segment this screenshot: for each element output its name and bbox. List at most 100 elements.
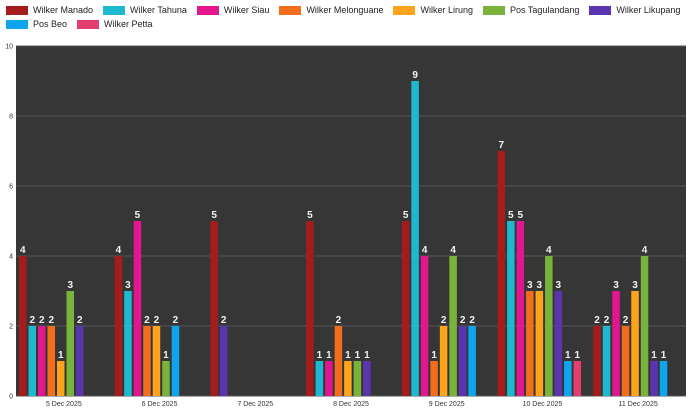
data-label: 1 — [575, 350, 581, 361]
bar-wilker-tahuna — [28, 326, 36, 396]
data-label: 4 — [116, 245, 122, 256]
data-label: 5 — [508, 210, 514, 221]
x-tick-label: 6 Dec 2025 — [142, 401, 178, 408]
bar-wilker-tahuna — [411, 81, 419, 396]
x-tick-label: 11 Dec 2025 — [619, 401, 658, 408]
legend-swatch — [482, 5, 505, 15]
data-label: 2 — [441, 315, 447, 326]
data-label: 5 — [135, 210, 141, 221]
legend-label: Wilker Petta — [104, 19, 153, 29]
bar-wilker-likupang — [363, 361, 371, 396]
x-tick-label: 9 Dec 2025 — [429, 401, 465, 408]
bar-wilker-melonguane — [430, 361, 438, 396]
bar-pos-beo — [468, 326, 476, 396]
bar-wilker-manado — [401, 221, 410, 396]
legend-item-wilker-lirung[interactable]: Wilker Lirung — [393, 4, 473, 16]
data-label: 1 — [326, 350, 332, 361]
bar-wilker-tahuna — [507, 221, 515, 396]
bar-wilker-lirung — [344, 361, 352, 396]
legend-label: Wilker Lirung — [420, 5, 473, 15]
legend: Wilker Manado Wilker Tahuna Wilker Siau Wil… — [6, 4, 686, 30]
bar-pos-tagulandang — [449, 256, 457, 396]
legend-item-pos-beo[interactable]: Pos Beo — [6, 18, 67, 30]
bar-wilker-siau — [38, 326, 46, 396]
y-tick-label: 6 — [9, 184, 13, 191]
x-tick-label: 8 Dec 2025 — [333, 401, 369, 408]
data-label: 5 — [307, 210, 313, 221]
legend-item-wilker-manado[interactable]: Wilker Manado — [6, 4, 93, 16]
y-tick-label: 4 — [9, 254, 13, 261]
bar-wilker-siau — [612, 291, 620, 396]
data-label: 5 — [211, 210, 217, 221]
data-label: 1 — [58, 350, 64, 361]
data-label: 9 — [412, 70, 418, 81]
data-label: 2 — [48, 315, 54, 326]
legend-label: Pos Beo — [33, 19, 68, 29]
legend-swatch — [393, 5, 416, 15]
data-label: 1 — [661, 350, 667, 361]
data-label: 3 — [632, 280, 638, 291]
data-label: 2 — [173, 315, 179, 326]
bar-pos-tagulandang — [640, 256, 649, 396]
y-tick-label: 0 — [9, 394, 13, 401]
legend-swatch — [6, 5, 28, 15]
bar-wilker-tahuna — [124, 291, 132, 396]
legend-item-wilker-petta[interactable]: Wilker Petta — [77, 18, 153, 30]
bar-wilker-melonguane — [143, 326, 151, 396]
legend-label: Pos Tagulandang — [509, 5, 580, 15]
bar-wilker-lirung — [152, 326, 161, 396]
bar-pos-tagulandang — [66, 291, 74, 396]
data-label: 2 — [604, 315, 610, 326]
bar-wilker-melonguane — [526, 291, 534, 396]
bar-wilker-lirung — [57, 361, 65, 396]
data-label: 4 — [20, 245, 26, 256]
x-tick-label: 10 Dec 2025 — [523, 401, 563, 408]
legend-item-wilker-siau[interactable]: Wilker Siau — [196, 4, 270, 16]
bar-wilker-melonguane — [47, 326, 55, 396]
data-label: 2 — [221, 315, 227, 326]
bar-wilker-likupang — [76, 326, 84, 396]
data-label: 1 — [163, 350, 169, 361]
legend-label: Wilker Likupang — [616, 5, 681, 15]
legend-label: Wilker Siau — [223, 5, 270, 15]
data-label: 3 — [556, 280, 562, 291]
bar-pos-beo — [564, 361, 572, 396]
data-label: 2 — [154, 315, 160, 326]
legend-label: Wilker Tahuna — [130, 5, 187, 15]
bar-wilker-lirung — [535, 291, 544, 396]
data-label: 4 — [546, 245, 552, 256]
data-label: 2 — [469, 315, 475, 326]
legend-label: Wilker Melonguane — [306, 5, 384, 15]
data-label: 4 — [642, 245, 648, 256]
data-label: 1 — [317, 350, 323, 361]
bar-wilker-siau — [516, 221, 525, 396]
bar-wilker-siau — [325, 361, 333, 396]
bar-wilker-lirung — [439, 326, 448, 396]
legend-item-wilker-tahuna[interactable]: Wilker Tahuna — [103, 4, 187, 16]
data-label: 7 — [499, 140, 505, 151]
data-label: 1 — [355, 350, 361, 361]
data-label: 2 — [77, 315, 83, 326]
legend-item-wilker-likupang[interactable]: Wilker Likupang — [589, 4, 680, 16]
legend-swatch — [589, 5, 612, 15]
bar-wilker-melonguane — [334, 326, 343, 396]
bar-wilker-manado — [114, 256, 123, 396]
legend-item-pos-tagulandang[interactable]: Pos Tagulandang — [482, 4, 580, 16]
legend-label: Wilker Manado — [33, 5, 94, 15]
bar-wilker-likupang — [219, 326, 228, 396]
bar-wilker-likupang — [458, 326, 467, 396]
y-tick-label: 2 — [9, 324, 13, 331]
bar-wilker-petta — [573, 361, 582, 396]
bar-wilker-manado — [306, 221, 314, 396]
legend-item-wilker-melonguane[interactable]: Wilker Melonguane — [279, 4, 383, 16]
data-label: 2 — [39, 315, 45, 326]
data-label: 2 — [594, 315, 600, 326]
data-label: 1 — [364, 350, 370, 361]
bar-wilker-siau — [420, 256, 429, 396]
data-label: 3 — [125, 280, 131, 291]
data-label: 2 — [460, 315, 466, 326]
bar-wilker-melonguane — [621, 326, 630, 396]
bar-wilker-manado — [593, 326, 601, 396]
